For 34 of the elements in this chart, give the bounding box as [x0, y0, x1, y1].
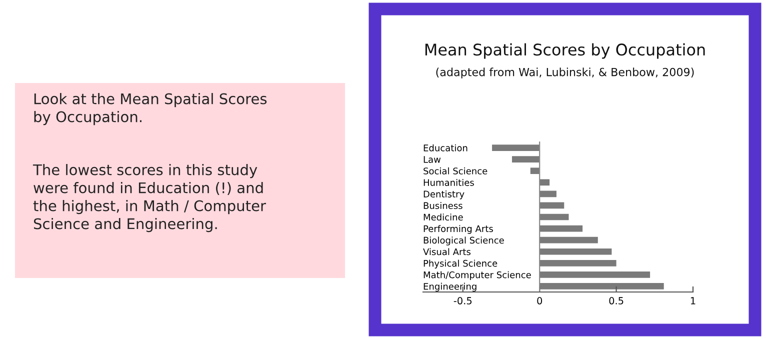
bar: [540, 248, 612, 255]
y-tick-label: Visual Arts: [423, 248, 471, 256]
y-tick-label: Medicine: [424, 214, 463, 221]
y-tick-label: Humanities: [424, 178, 474, 186]
bar: [540, 202, 564, 209]
y-tick-label: Engineering: [424, 282, 476, 292]
y-tick-label: Social Science: [424, 167, 488, 174]
bar: [530, 168, 540, 174]
bar: [540, 283, 664, 290]
y-tick-label: Law: [424, 156, 441, 163]
y-tick-label: Math/Computer Science: [424, 271, 531, 280]
bar: [540, 179, 550, 186]
bar: [492, 144, 540, 151]
y-tick-label: Physical Science: [424, 260, 498, 268]
x-tick-label: 0.5: [609, 297, 624, 304]
x-tick-label: 1: [690, 297, 696, 304]
text: Look at the Mean Spatial Scores by Occupation.: [34, 93, 267, 126]
y-tick-label: Biological Science: [424, 236, 504, 246]
x-tick-label: 0: [537, 297, 542, 304]
text: The lowest scores in this study were found in Education (!) and the highest, in Math / Computer Science and Engineering.: [32, 164, 266, 232]
chart-subtitle: (adapted from Wai, Lubinski, & Benbow, 2009): [436, 68, 694, 78]
bar: [512, 156, 540, 162]
bar: [540, 190, 556, 198]
bar: [540, 225, 583, 232]
x-tick-label: -0.5: [454, 297, 472, 304]
bar: [540, 236, 598, 244]
chart-title: Mean Spatial Scores by Occupation: [425, 43, 705, 59]
y-tick-label: Dentistry: [424, 190, 464, 200]
y-tick-label: Education: [424, 144, 468, 152]
y-tick-label: Business: [424, 202, 462, 210]
bar: [540, 272, 650, 278]
bar: [540, 214, 569, 220]
bar: [540, 260, 616, 266]
y-tick-label: Performing Arts: [424, 225, 493, 234]
